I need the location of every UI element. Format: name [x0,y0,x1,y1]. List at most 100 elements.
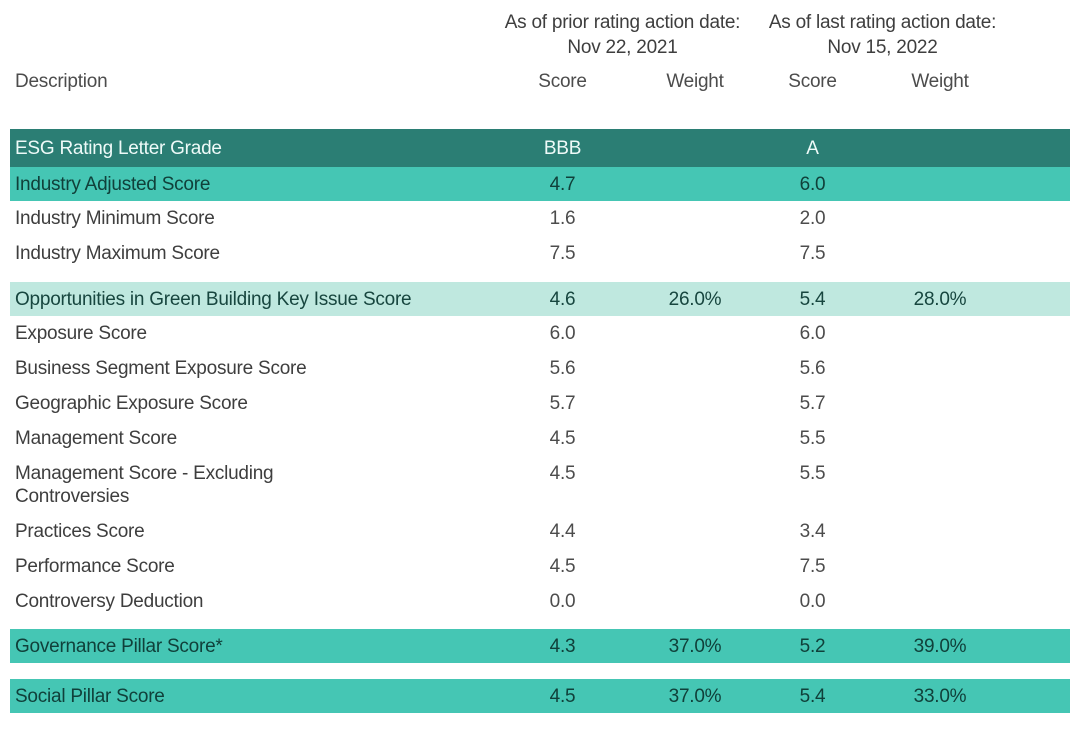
prior-rating-group-header: As of prior rating action date: Nov 22, … [490,10,755,60]
prior-score-cell: 6.0 [549,323,576,344]
prior-weight-cell: 37.0% [668,635,722,657]
row-label: Industry Maximum Score [15,243,220,264]
last-weight-cell: 28.0% [913,288,967,310]
row-spacer [10,663,1070,679]
row-label: Industry Minimum Score [15,208,215,229]
row-label: Performance Score [15,556,175,577]
table-row: Controversy Deduction 0.0 0.0 [10,584,1070,619]
last-score-cell: 3.4 [799,521,826,542]
prior-score-cell: 5.6 [549,358,576,379]
last-score-cell: 7.5 [799,243,826,264]
last-weight-cell: 33.0% [913,685,967,707]
last-weight-cell [870,351,1010,363]
prior-weight-cell: 37.0% [668,685,722,707]
column-header-description: Description [15,71,108,92]
table-row: Practices Score 4.4 3.4 [10,514,1070,549]
prior-weight-cell [635,316,755,328]
row-label: Social Pillar Score [15,685,165,707]
date-group-header-row: As of prior rating action date: Nov 22, … [10,10,1070,60]
last-score-cell: 5.7 [799,393,826,414]
prior-rating-header-date: Nov 22, 2021 [567,37,678,58]
table-row: Business Segment Exposure Score 5.6 5.6 [10,351,1070,386]
table-row: Opportunities in Green Building Key Issu… [10,282,1070,316]
prior-weight-cell [635,421,755,433]
row-spacer [10,271,1070,282]
row-label: ESG Rating Letter Grade [15,137,222,159]
row-label: Exposure Score [15,323,147,344]
last-weight-cell [870,456,1010,468]
column-header-prior-weight: Weight [666,71,724,92]
last-weight-cell [870,584,1010,596]
table-row: Geographic Exposure Score 5.7 5.7 [10,386,1070,421]
prior-score-cell: 4.5 [549,463,576,484]
last-score-cell: 5.2 [799,635,826,657]
last-rating-group-header: As of last rating action date: Nov 15, 2… [755,10,1010,60]
table-row: Social Pillar Score 4.5 37.0% 5.4 33.0% [10,679,1070,713]
last-weight-cell [870,236,1010,248]
last-score-cell: 5.5 [799,463,826,484]
column-header-last-score: Score [788,71,837,92]
last-score-cell: A [806,137,819,159]
row-label: Geographic Exposure Score [15,393,248,414]
last-score-cell: 0.0 [799,591,826,612]
prior-score-cell: 4.5 [549,428,576,449]
prior-score-cell: 4.5 [549,556,576,577]
prior-score-cell: 4.3 [549,635,576,657]
prior-score-cell: 4.6 [549,288,576,310]
header-spacer [10,10,490,60]
last-score-cell: 5.6 [799,358,826,379]
prior-score-cell: 0.0 [549,591,576,612]
prior-weight-cell [635,456,755,468]
table-row: Industry Adjusted Score 4.7 6.0 [10,167,1070,201]
prior-score-cell: BBB [543,137,582,159]
prior-rating-header-line1: As of prior rating action date: [504,12,741,33]
table-row: Performance Score 4.5 7.5 [10,549,1070,584]
prior-score-cell: 7.5 [549,243,576,264]
last-score-cell: 7.5 [799,556,826,577]
prior-weight-cell [635,514,755,526]
table-row: ESG Rating Letter Grade BBB A [10,129,1070,167]
row-label: Management Score [15,428,177,449]
prior-weight-cell: 26.0% [668,288,722,310]
prior-weight-cell [635,201,755,213]
row-spacer [10,619,1070,629]
row-label: Governance Pillar Score* [15,635,223,657]
prior-score-cell: 4.4 [549,521,576,542]
table-row: Governance Pillar Score* 4.3 37.0% 5.2 39.0% [10,629,1070,663]
last-weight-cell [870,316,1010,328]
prior-score-cell: 5.7 [549,393,576,414]
last-score-cell: 2.0 [799,208,826,229]
prior-weight-cell [635,549,755,561]
table-row: Industry Minimum Score 1.6 2.0 [10,201,1070,236]
table-row: Management Score - Excluding Controversi… [10,456,1070,514]
column-header-prior-score: Score [538,71,587,92]
prior-weight-cell [635,584,755,596]
last-weight-cell [870,386,1010,398]
row-label: Opportunities in Green Building Key Issu… [15,288,412,310]
column-header-row: Description Score Weight Score Weight [10,70,1070,93]
last-score-cell: 5.4 [799,288,826,310]
table-body: ESG Rating Letter Grade BBB A Industry Adju… [10,129,1070,713]
table-row: Industry Maximum Score 7.5 7.5 [10,236,1070,271]
last-weight-cell [870,549,1010,561]
last-score-cell: 5.4 [799,685,826,707]
prior-weight-cell [635,351,755,363]
row-label: Business Segment Exposure Score [15,358,307,379]
last-weight-cell [870,514,1010,526]
row-label: Management Score - Excluding Controversi… [15,463,274,507]
row-label: Controversy Deduction [15,591,204,612]
last-weight-cell [870,421,1010,433]
row-label: Practices Score [15,521,145,542]
prior-weight-cell [635,236,755,248]
last-rating-header-line1: As of last rating action date: [768,12,997,33]
prior-score-cell: 4.5 [549,685,576,707]
last-rating-header-date: Nov 15, 2022 [827,37,938,58]
last-score-cell: 5.5 [799,428,826,449]
table-row: Management Score 4.5 5.5 [10,421,1070,456]
prior-score-cell: 4.7 [549,173,576,195]
last-score-cell: 6.0 [799,173,826,195]
last-weight-cell [870,201,1010,213]
last-weight-cell: 39.0% [913,635,967,657]
column-header-last-weight: Weight [911,71,969,92]
